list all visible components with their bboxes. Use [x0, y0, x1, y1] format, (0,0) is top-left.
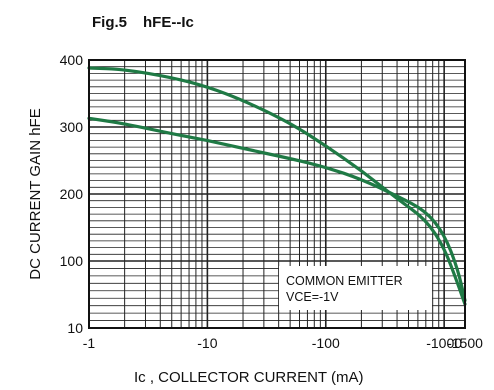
chart-subtitle: hFE--Ic: [143, 14, 194, 31]
x-axis-label: Ic , COLLECTOR CURRENT (mA): [134, 369, 363, 386]
y-tick-label: 100: [60, 253, 84, 269]
y-tick-label: 10: [67, 320, 83, 336]
x-tick-label: -1000: [426, 335, 462, 351]
annotation-line-1: COMMON EMITTER: [286, 274, 403, 288]
y-axis-label: DC CURRENT GAIN hFE: [27, 108, 44, 279]
plot-frame: [88, 59, 466, 329]
y-tick-label: 400: [60, 52, 84, 68]
series-line-2: [87, 116, 467, 303]
annotation-box: [279, 266, 432, 310]
y-tick-label: 200: [60, 186, 84, 202]
x-tick-label: -1500: [447, 335, 483, 351]
chart-title: Fig.5: [92, 14, 127, 31]
annotation-line-2: VCE=-1V: [286, 290, 339, 304]
series-line-1: [87, 66, 467, 306]
x-tick-label: -1: [83, 335, 96, 351]
x-tick-label: -10: [197, 335, 217, 351]
x-tick-label: -100: [312, 335, 340, 351]
series-group: [87, 66, 467, 306]
x-tick-labels: -1 -10 -100 -1000-1500: [83, 335, 483, 351]
y-tick-label: 300: [60, 119, 84, 135]
y-tick-labels: 10 100 200 300 400: [60, 52, 84, 336]
